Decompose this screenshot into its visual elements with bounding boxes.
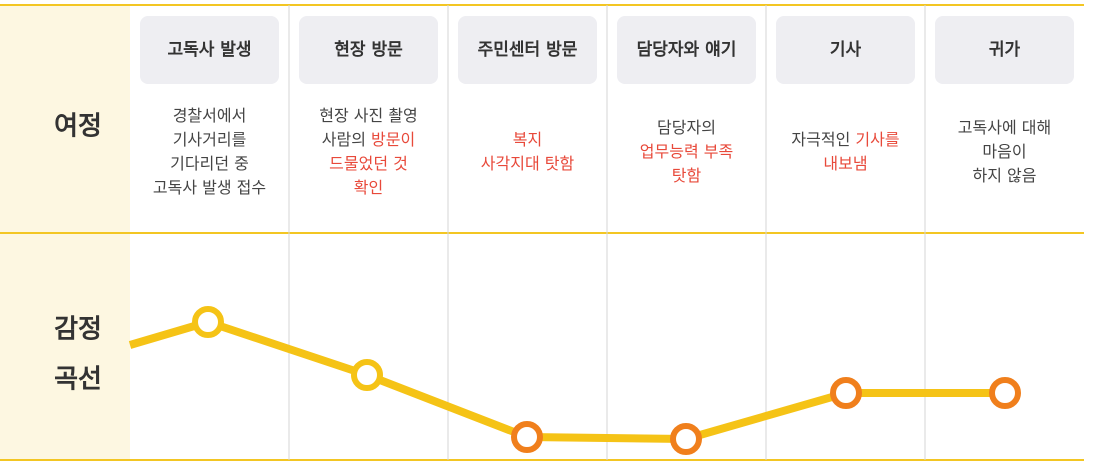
row-label: 여정 xyxy=(54,112,102,142)
stage-header xyxy=(140,16,279,84)
stage-header xyxy=(299,16,438,84)
emotion-point xyxy=(192,306,224,338)
emotion-point xyxy=(351,359,383,391)
description-segment: 사각지대 탓함 xyxy=(481,154,575,173)
stage-description: 기다리던 중 xyxy=(170,154,249,173)
stage-header xyxy=(935,16,1074,84)
stage-description: 자극적인 기사를 xyxy=(791,130,899,149)
description-segment: 기사를 xyxy=(855,130,899,149)
stage-description: 확인 xyxy=(354,178,383,197)
stage-description: 업무능력 부족 xyxy=(640,142,733,161)
description-segment: 탓함 xyxy=(672,166,702,185)
stage-header xyxy=(617,16,756,84)
description-segment: 사람의 xyxy=(322,130,371,149)
description-segment: 확인 xyxy=(354,178,383,197)
description-segment: 마음이 xyxy=(982,142,1026,161)
stage-header xyxy=(458,16,597,84)
stage-description: 기사거리를 xyxy=(173,130,247,149)
description-segment: 담당자의 xyxy=(657,118,716,137)
row-label: 곡선 xyxy=(54,365,102,395)
description-segment: 현장 사진 촬영 xyxy=(319,106,418,125)
stage-description: 마음이 xyxy=(982,142,1026,161)
row-label: 감정 xyxy=(54,315,102,345)
stage-description: 드물었던 것 xyxy=(329,154,408,173)
description-segment: 기사거리를 xyxy=(173,130,247,149)
stage-title: 주민센터 방문 xyxy=(478,40,578,60)
stage-description: 경찰서에서 xyxy=(173,106,247,125)
description-segment: 고독사 발생 접수 xyxy=(153,178,266,197)
stage-description: 사각지대 탓함 xyxy=(481,154,575,173)
stage-description: 내보냄 xyxy=(823,154,867,173)
description-segment: 업무능력 부족 xyxy=(640,142,733,161)
description-segment: 고독사에 대해 xyxy=(958,118,1051,137)
description-segment: 경찰서에서 xyxy=(173,106,247,125)
stage-description: 고독사 발생 접수 xyxy=(153,178,266,197)
stage-description: 복지 xyxy=(513,130,542,149)
stage-description: 담당자의 xyxy=(657,118,716,137)
description-segment: 방문이 xyxy=(371,130,415,149)
description-segment: 내보냄 xyxy=(823,154,867,173)
emotion-point xyxy=(989,377,1021,409)
emotion-curve xyxy=(128,318,1005,443)
stage-title: 고독사 발생 xyxy=(167,40,251,60)
stage-title: 현장 방문 xyxy=(334,40,403,60)
stage-title: 귀가 xyxy=(989,40,1021,60)
description-segment: 드물었던 것 xyxy=(329,154,408,173)
emotion-point xyxy=(670,423,702,455)
description-segment: 자극적인 xyxy=(791,130,855,149)
stage-description: 고독사에 대해 xyxy=(958,118,1051,137)
stage-title: 담당자와 얘기 xyxy=(637,40,737,60)
stage-header xyxy=(776,16,915,84)
emotion-point xyxy=(830,377,862,409)
stage-description: 현장 사진 촬영 xyxy=(319,106,418,125)
description-segment: 복지 xyxy=(513,130,542,149)
emotion-point xyxy=(511,421,543,453)
stage-description: 하지 않음 xyxy=(973,166,1037,185)
description-segment: 하지 않음 xyxy=(973,166,1037,185)
stage-description: 탓함 xyxy=(672,166,702,185)
stage-description: 사람의 방문이 xyxy=(322,130,415,149)
stage-title: 기사 xyxy=(830,40,862,60)
description-segment: 기다리던 중 xyxy=(170,154,249,173)
